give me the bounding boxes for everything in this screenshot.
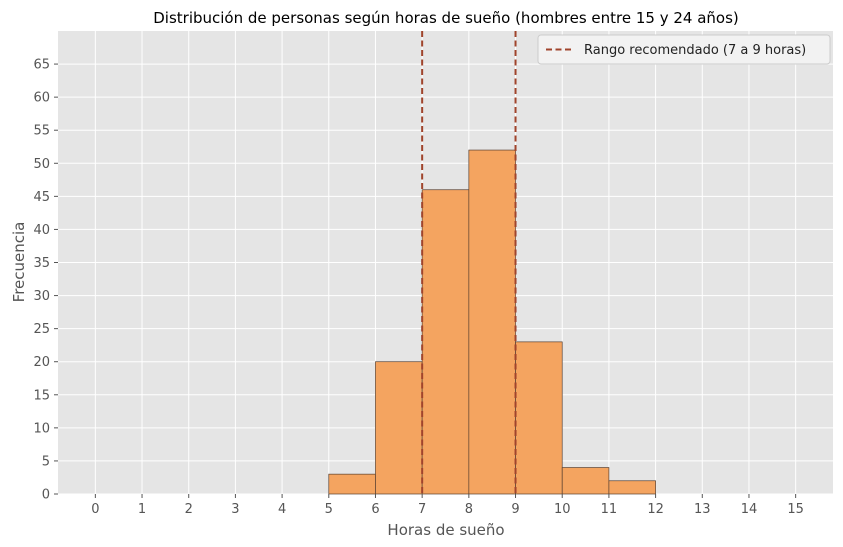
- histogram-bar: [421, 189, 470, 495]
- x-tick-label: 3: [231, 502, 239, 517]
- y-tick-label: 20: [33, 355, 50, 370]
- legend-box: [537, 34, 831, 65]
- x-tick-label: 1: [138, 502, 146, 517]
- histogram-bar: [561, 467, 610, 495]
- x-tick-label: 8: [465, 502, 473, 517]
- y-tick-label: 0: [42, 488, 50, 503]
- histogram-bar: [515, 341, 563, 495]
- y-tick-label: 25: [33, 322, 50, 337]
- histogram-bar: [328, 473, 376, 495]
- legend: Rango recomendado (7 a 9 horas): [537, 34, 831, 65]
- y-tick-label: 65: [33, 58, 50, 73]
- x-tick-label: 13: [694, 502, 711, 517]
- x-tick-label: 10: [554, 502, 571, 517]
- y-tick-label: 35: [33, 256, 50, 271]
- y-tick-label: 10: [33, 421, 50, 436]
- legend-label: Rango recomendado (7 a 9 horas): [584, 43, 806, 58]
- histogram-bar: [375, 361, 423, 495]
- y-tick-label: 15: [33, 388, 50, 403]
- y-tick-label: 50: [33, 157, 50, 172]
- x-tick-label: 5: [325, 502, 333, 517]
- y-tick-label: 45: [33, 190, 50, 205]
- histogram-bar: [468, 149, 516, 495]
- x-tick-label: 6: [371, 502, 379, 517]
- x-tick-label: 15: [787, 502, 804, 517]
- reference-lines: [421, 31, 517, 494]
- y-tick-label: 5: [42, 454, 50, 469]
- x-tick-label: 11: [601, 502, 618, 517]
- histogram-bar: [608, 480, 656, 495]
- y-tick-label: 40: [33, 223, 50, 238]
- y-axis-label: Frecuencia: [10, 222, 28, 303]
- x-tick-label: 4: [278, 502, 286, 517]
- x-axis-label: Horas de sueño: [387, 521, 504, 539]
- bars: [328, 149, 656, 495]
- tick-labels: 0 1 2 3 4 5 6 7 8 9 10 11 12 13 14 15051015202530354045…: [33, 58, 803, 517]
- x-tick-label: 9: [511, 502, 519, 517]
- x-tick-label: 14: [741, 502, 758, 517]
- y-tick-label: 55: [33, 124, 50, 139]
- chart-title: Distribución de personas según horas de …: [153, 9, 739, 27]
- y-tick-label: 60: [33, 91, 50, 106]
- x-tick-label: 2: [185, 502, 193, 517]
- x-tick-label: 0: [91, 502, 99, 517]
- x-tick-label: 7: [418, 502, 426, 517]
- x-tick-label: 12: [647, 502, 664, 517]
- y-tick-label: 30: [33, 289, 50, 304]
